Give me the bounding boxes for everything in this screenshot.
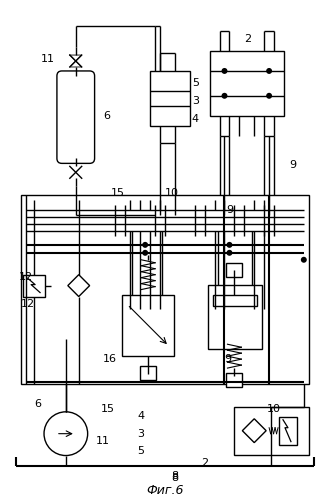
Polygon shape [68,274,90,296]
Bar [150,71,190,126]
Circle shape [142,250,148,256]
Text: 8: 8 [171,474,179,484]
Bar [226,262,242,276]
Text: 10: 10 [165,188,179,198]
Text: 4: 4 [192,114,199,124]
FancyBboxPatch shape [57,71,95,164]
Circle shape [301,257,307,262]
Text: 2: 2 [201,458,208,468]
Text: 16: 16 [103,354,117,364]
Text: 15: 15 [101,404,115,414]
Circle shape [221,93,227,99]
Bar [226,373,242,387]
Text: Фиг.6: Фиг.6 [146,484,184,497]
Bar [140,366,156,380]
Text: 8: 8 [171,472,179,482]
Bar [21,195,309,384]
Text: 9: 9 [226,205,233,215]
Text: 5: 5 [137,446,144,456]
Circle shape [44,412,88,456]
Text: 2: 2 [244,34,251,44]
Circle shape [266,93,272,99]
Bar [279,417,297,444]
Text: 9: 9 [289,160,296,170]
Text: 12: 12 [21,300,35,310]
Text: 9: 9 [224,354,231,364]
Bar [210,51,284,116]
Circle shape [266,68,272,74]
Text: 11: 11 [41,54,55,64]
Text: 15: 15 [111,188,125,198]
Polygon shape [242,419,266,442]
Circle shape [142,242,148,248]
Text: 12: 12 [18,272,33,282]
Text: 10: 10 [267,404,281,414]
Bar [213,294,257,306]
Circle shape [226,242,232,248]
Text: 11: 11 [96,436,110,446]
Bar [122,294,174,356]
Text: 6: 6 [34,399,41,409]
Text: 5: 5 [192,78,199,88]
Text: 6: 6 [104,110,111,120]
Bar [234,407,309,455]
Bar [208,284,262,349]
Circle shape [221,68,227,74]
Circle shape [226,250,232,256]
Text: 4: 4 [137,412,144,422]
Text: 3: 3 [137,428,144,438]
Bar [23,274,45,296]
Text: 3: 3 [192,96,199,106]
